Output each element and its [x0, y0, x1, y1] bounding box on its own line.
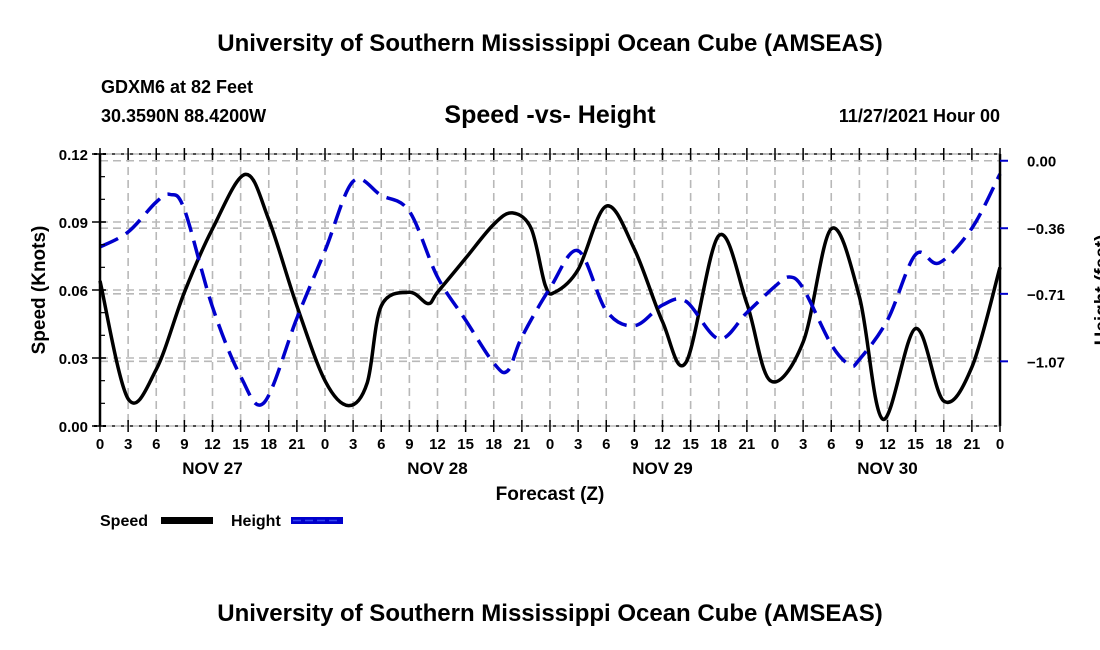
x-tick-label: 6 [152, 436, 160, 453]
y2-axis-title: Height (feet) [1092, 235, 1100, 346]
axes: 0 3 6 9 12 15 18 21 0 3 6 9 12 15 18 21 0 3 6 9 12 15 18 21 0 3 6 9… [59, 147, 1065, 478]
y-tick-label: 0.12 [59, 147, 88, 164]
legend-label-height: Height [231, 513, 281, 530]
y-tick-label: 0.03 [59, 351, 88, 368]
x-tick-label: 0 [546, 436, 554, 453]
y-tick-label: 0.06 [59, 283, 88, 300]
x-tick-label: 0 [996, 436, 1004, 453]
x-tick-label: 6 [827, 436, 835, 453]
y-tick-label: 0.09 [59, 215, 88, 232]
x-tick-label: 0 [96, 436, 104, 453]
y2-tick-label: −0.71 [1027, 287, 1065, 304]
x-tick-label: 15 [457, 436, 474, 453]
x-tick-label: 15 [232, 436, 249, 453]
x-tick-label: 3 [349, 436, 357, 453]
footer-title: University of Southern Mississippi Ocean… [217, 600, 883, 627]
y2-tick-label: 0.00 [1027, 154, 1056, 171]
grid [100, 153, 1000, 426]
day-label: NOV 28 [407, 459, 467, 478]
x-tick-label: 18 [935, 436, 952, 453]
legend-swatch-speed [161, 517, 213, 524]
x-tick-label: 18 [485, 436, 502, 453]
x-tick-label: 3 [124, 436, 132, 453]
x-tick-label: 0 [771, 436, 779, 453]
forecast-datetime: 11/27/2021 Hour 00 [838, 106, 1000, 126]
x-tick-label: 12 [204, 436, 221, 453]
main-title: University of Southern Mississippi Ocean… [217, 30, 883, 57]
y-tick-label: 0.00 [59, 419, 88, 436]
x-tick-label: 21 [289, 436, 306, 453]
series-line-speed [98, 172, 1002, 421]
y2-tick-label: −1.07 [1027, 354, 1065, 371]
coordinates-label: 30.3590N 88.4200W [101, 106, 267, 126]
y2-tick-label: −0.36 [1027, 221, 1065, 238]
x-tick-label: 12 [654, 436, 671, 453]
x-tick-label: 9 [630, 436, 638, 453]
x-axis-title: Forecast (Z) [496, 484, 605, 505]
x-tick-label: 21 [964, 436, 981, 453]
legend-label-speed: Speed [100, 513, 148, 530]
x-tick-label: 9 [855, 436, 863, 453]
x-tick-label: 3 [574, 436, 582, 453]
x-tick-label: 6 [377, 436, 385, 453]
x-tick-label: 15 [682, 436, 699, 453]
x-tick-label: 6 [602, 436, 610, 453]
x-tick-label: 3 [799, 436, 807, 453]
x-tick-label: 9 [180, 436, 188, 453]
x-tick-label: 18 [260, 436, 277, 453]
x-tick-label: 18 [710, 436, 727, 453]
x-tick-label: 9 [405, 436, 413, 453]
axis-labels: Forecast (Z) Speed (Knots) Height (feet) [29, 226, 1100, 505]
x-tick-label: 12 [429, 436, 446, 453]
day-label: NOV 30 [857, 459, 917, 478]
x-tick-label: 15 [907, 436, 924, 453]
legend: Speed Height [100, 513, 343, 530]
series-layer [98, 172, 1002, 421]
x-tick-label: 21 [514, 436, 531, 453]
x-tick-label: 21 [739, 436, 756, 453]
x-tick-label: 0 [321, 436, 329, 453]
day-label: NOV 27 [182, 459, 242, 478]
chart-subtitle: Speed -vs- Height [444, 101, 656, 129]
x-tick-label: 12 [879, 436, 896, 453]
day-label: NOV 29 [632, 459, 692, 478]
series-line-height [99, 173, 1002, 407]
y-axis-title: Speed (Knots) [29, 226, 50, 355]
station-label: GDXM6 at 82 Feet [101, 77, 254, 97]
